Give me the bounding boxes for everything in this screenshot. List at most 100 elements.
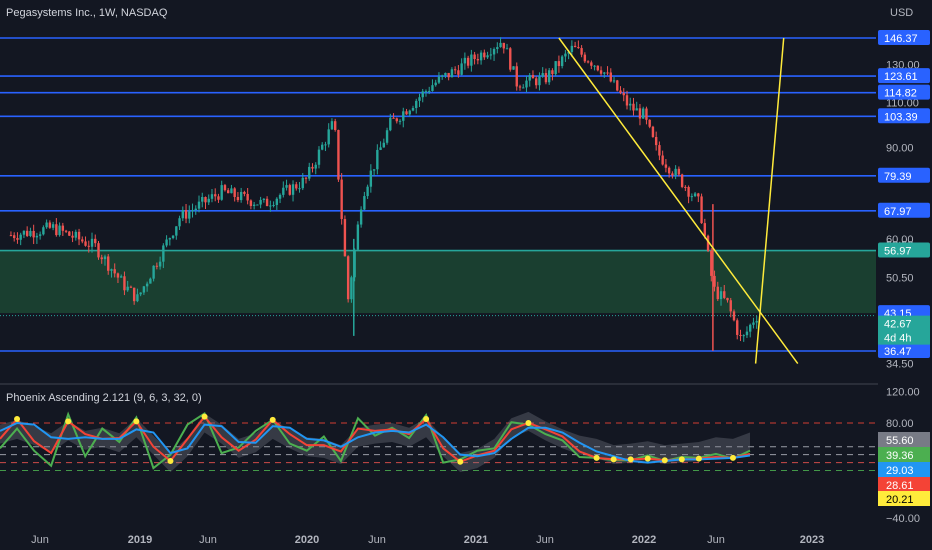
candle-body [577,47,580,49]
candle-body [729,300,732,312]
candle-body [606,72,609,74]
candle-body [428,90,431,92]
trendline[interactable] [754,37,785,364]
candle-body [223,185,227,191]
candle-body [739,334,742,337]
candle-body [687,187,690,197]
price-level-tag[interactable] [878,202,930,218]
price-tick-label: 110.00 [886,97,919,109]
oscillator-value-tag [878,462,930,477]
indicator-title: Phoenix Ascending 2.121 (9, 6, 3, 32, 0) [6,392,202,404]
candle-body [697,193,700,197]
candle-body [434,82,437,86]
candle-body [81,239,84,242]
oscillator-blue-line [0,421,751,464]
candle-body [405,111,408,115]
candle-body [100,257,103,260]
oscillator-signal-dot [610,456,617,463]
candle-body [97,243,100,258]
candle-body [564,53,567,57]
candle-body [314,164,317,169]
candle-body [411,108,415,111]
candle-body [333,121,337,131]
candle-body [583,54,587,62]
price-level-tag[interactable] [878,84,930,100]
candle-body [726,297,729,301]
candle-body [77,231,81,240]
candle-body [42,227,45,235]
candle-body [518,86,522,88]
candle-body [551,70,554,75]
candle-body [204,196,207,203]
candle-body [197,201,201,209]
candle-body [113,269,116,274]
candle-body [9,235,13,237]
candle-body [431,85,434,91]
price-level-tag[interactable] [878,167,930,183]
candle-body [460,63,463,75]
oscillator-signal-dot [269,416,276,423]
candle-body [392,117,395,119]
candle-body [483,52,486,58]
candle-body [745,331,749,336]
oscillator-value-tag-label: 29.03 [886,465,914,477]
oscillator-signal-dot [167,458,174,464]
candle-body [418,97,421,101]
candle-body [570,45,574,52]
oscillator-value-tag-label: 28.61 [886,480,914,492]
candle-body [648,119,651,127]
candle-body [736,320,739,335]
price-axis[interactable]: 130.00110.0090.0060.0058.5050.5034.50146… [878,0,932,550]
oscillator-pane[interactable] [0,411,876,473]
candle-body [236,196,240,201]
candle-body [486,55,489,58]
candle-body [226,190,230,194]
price-level-tag[interactable] [878,343,930,358]
candle-body [719,291,723,300]
time-tick-label: 2023 [800,534,824,546]
price-level-tag[interactable] [878,68,930,84]
candle-body [308,166,311,179]
candle-body [379,147,382,150]
oscillator-signal-dot [423,416,430,423]
candle-body [51,224,55,228]
candle-body [171,235,175,239]
candle-body [476,59,480,61]
candle-body [590,62,593,66]
candle-body [489,54,493,56]
candle-body [554,61,557,75]
candle-body [437,76,441,83]
oscillator-signal-dot [65,418,72,425]
candle-body [94,238,97,244]
candle-body [337,130,340,180]
candle-body [447,72,450,78]
candle-body [19,234,22,240]
candle-body [110,269,113,271]
price-level-tag[interactable] [878,30,930,45]
candle-body [116,273,120,278]
candle-body [158,261,162,267]
candle-body [492,49,496,55]
candle-body [259,199,262,205]
time-axis[interactable]: Jun 2019 Jun 2020 Jun 2021 Jun 2022 Jun 2023 [31,534,824,546]
candle-body [249,200,253,206]
candle-body [457,70,460,75]
candle-body [713,275,716,287]
candle-body [356,224,360,250]
candle-body [90,238,94,247]
trendline[interactable] [558,37,799,364]
candle-body [288,185,291,195]
price-pane[interactable] [0,37,876,364]
candle-body [723,291,726,298]
time-tick-label: Jun [368,534,386,546]
price-level-tag[interactable] [878,108,930,124]
candle-body [107,256,110,271]
oscillator-signal-dot [627,456,634,463]
candle-body [126,286,129,291]
candle-body [317,149,321,165]
price-level-tag[interactable] [878,242,930,258]
candle-body [629,103,632,106]
candle-body [658,145,661,156]
oscillator-signal-dot [133,418,140,425]
